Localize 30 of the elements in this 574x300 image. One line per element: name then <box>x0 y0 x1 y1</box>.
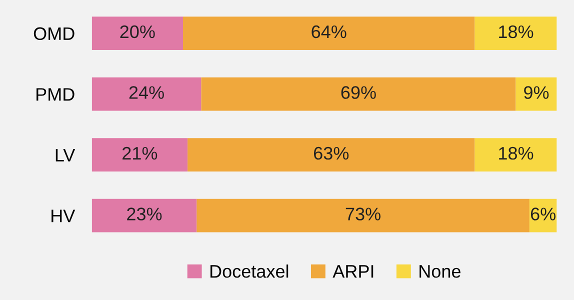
data-label: 73% <box>346 208 380 220</box>
data-label: 18% <box>499 25 534 38</box>
data-label: 6% <box>530 208 556 220</box>
bar <box>188 138 475 172</box>
data-label: 69% <box>341 86 376 99</box>
bar <box>474 138 557 172</box>
bar <box>92 138 188 172</box>
y-tick-label: OMD <box>34 27 74 40</box>
legend-label: None <box>420 265 460 278</box>
bar <box>474 16 557 50</box>
data-label: 24% <box>129 86 164 99</box>
bar <box>92 198 197 232</box>
bar <box>92 16 184 50</box>
data-label: 20% <box>120 25 155 38</box>
y-tick-label: HV <box>52 210 76 222</box>
bar <box>516 77 557 111</box>
bar <box>92 77 202 111</box>
data-label: 23% <box>127 208 162 220</box>
y-tick-label: LV <box>56 148 76 162</box>
data-label: 64% <box>312 25 346 38</box>
data-label: 9% <box>524 86 549 99</box>
data-label: 18% <box>499 146 534 160</box>
data-label: 63% <box>314 146 349 160</box>
legend-label: ARPI <box>332 265 374 278</box>
bar <box>201 77 516 111</box>
bar <box>196 198 530 232</box>
legend-label: Docetaxel <box>210 264 288 278</box>
y-tick-label: PMD <box>36 88 74 101</box>
bar <box>183 16 475 50</box>
data-label: 21% <box>122 146 158 160</box>
